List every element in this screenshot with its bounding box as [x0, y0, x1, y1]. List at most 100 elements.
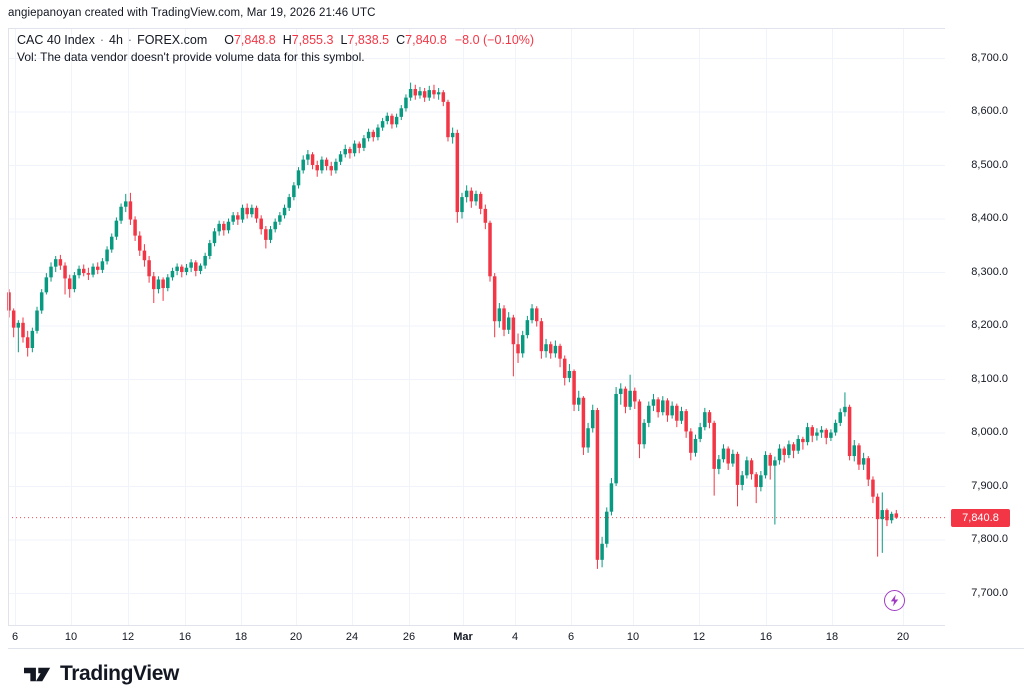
price-tick-label: 7,700.0 [971, 586, 1008, 599]
change-value: −8.0 (−0.10%) [454, 33, 535, 47]
price-axis[interactable]: 7,840.8 8,700.0 8,600.0 8,500.0 8,400.0 8,30… [945, 28, 1024, 648]
time-tick-label: 18 [234, 631, 248, 643]
candle-body [315, 165, 319, 171]
candle-body [740, 475, 744, 485]
candle-body [408, 89, 413, 98]
price-tick-label: 8,300.0 [971, 265, 1008, 278]
time-axis[interactable]: 6 10 12 16 18 20 24 26 Mar 4 6 10 12 16 18 20 [0, 626, 1024, 648]
candle-body [534, 308, 539, 322]
candle-body [576, 397, 581, 405]
candle-body [520, 335, 525, 354]
lightning-icon [889, 594, 900, 607]
close-value: 7,840.8 [405, 33, 447, 47]
candle-body [11, 310, 16, 328]
candle-body [824, 429, 828, 438]
volume-note: Vol: The data vendor doesn't provide vol… [17, 50, 365, 64]
candle-body [226, 221, 231, 231]
candle-body [791, 444, 796, 451]
candle-body [77, 268, 81, 276]
candle-body [488, 222, 492, 277]
exchange-label: FOREX.com [137, 33, 208, 47]
candle-body [796, 438, 800, 451]
candle-body [497, 308, 502, 322]
candle-body [731, 453, 735, 464]
candle-body [147, 260, 151, 277]
flash-events-button[interactable] [884, 590, 905, 611]
candle-body [49, 266, 53, 278]
time-tick-label: 10 [626, 631, 640, 643]
candle-body [525, 320, 530, 336]
pane-border-bottom [8, 625, 1024, 626]
candle-body [124, 201, 128, 207]
time-axis-border-bottom [8, 648, 1024, 649]
watermark-attribution: angiepanoyan created with TradingView.co… [8, 7, 376, 19]
candle-body [539, 321, 544, 352]
candle-body [880, 510, 885, 520]
candle-body [567, 370, 572, 378]
candle-body [759, 475, 763, 488]
candle-body [86, 273, 91, 275]
candle-body [852, 445, 857, 457]
candle-body [240, 207, 245, 220]
open-label: O [224, 33, 234, 47]
time-tick-label: 26 [402, 631, 416, 643]
candle-body [656, 399, 660, 413]
candle-body [833, 422, 838, 433]
time-tick-label: 18 [825, 631, 839, 643]
candle-body [161, 279, 165, 289]
candle-body [380, 121, 385, 128]
time-tick-label: 20 [896, 631, 910, 643]
candle-body [679, 411, 684, 421]
candle-body [871, 479, 875, 497]
candle-body [572, 370, 576, 405]
candle-body [264, 229, 268, 240]
candle-body [745, 460, 749, 476]
candle-body [296, 170, 301, 186]
pane-border-top [8, 28, 1024, 29]
candle-body [21, 322, 25, 338]
candle-body [399, 108, 404, 117]
time-tick-label: 4 [511, 631, 519, 643]
candle-body [343, 148, 347, 155]
candle-body [138, 235, 142, 251]
candle-body [693, 438, 698, 453]
interval-label: 4h [109, 33, 123, 47]
candle-body [245, 207, 249, 215]
candle-body [371, 131, 376, 138]
price-tick-label: 8,100.0 [971, 372, 1008, 385]
time-tick-label: 10 [64, 631, 78, 643]
tradingview-logo[interactable]: TradingView [24, 662, 179, 686]
candle-body [548, 344, 553, 354]
candle-body [418, 91, 422, 96]
candle-body [647, 405, 651, 423]
candle-body [338, 154, 343, 162]
candle-body [562, 358, 567, 378]
candle-body [152, 276, 156, 290]
candle-body [422, 91, 427, 98]
candle-body [427, 90, 432, 98]
candle-body [278, 215, 282, 222]
candle-body [581, 397, 586, 448]
candle-body [362, 138, 366, 148]
time-tick-label: 12 [692, 631, 706, 643]
candle-body [16, 322, 21, 328]
price-tick-label: 8,400.0 [971, 212, 1008, 224]
candle-body [329, 166, 333, 171]
candle-body [628, 390, 632, 407]
tradingview-logo-text: TradingView [60, 662, 179, 685]
candle-body [885, 510, 889, 521]
candle-body [829, 432, 833, 438]
candle-body [100, 261, 105, 270]
candle-body [689, 431, 693, 453]
price-tick-label: 8,000.0 [971, 426, 1008, 438]
candle-body [30, 330, 35, 348]
candle-body [212, 231, 217, 244]
candle-body [670, 405, 674, 416]
candle-body [619, 388, 623, 394]
candle-body [726, 448, 730, 464]
candle-body [236, 215, 240, 220]
candle-body [469, 190, 474, 202]
